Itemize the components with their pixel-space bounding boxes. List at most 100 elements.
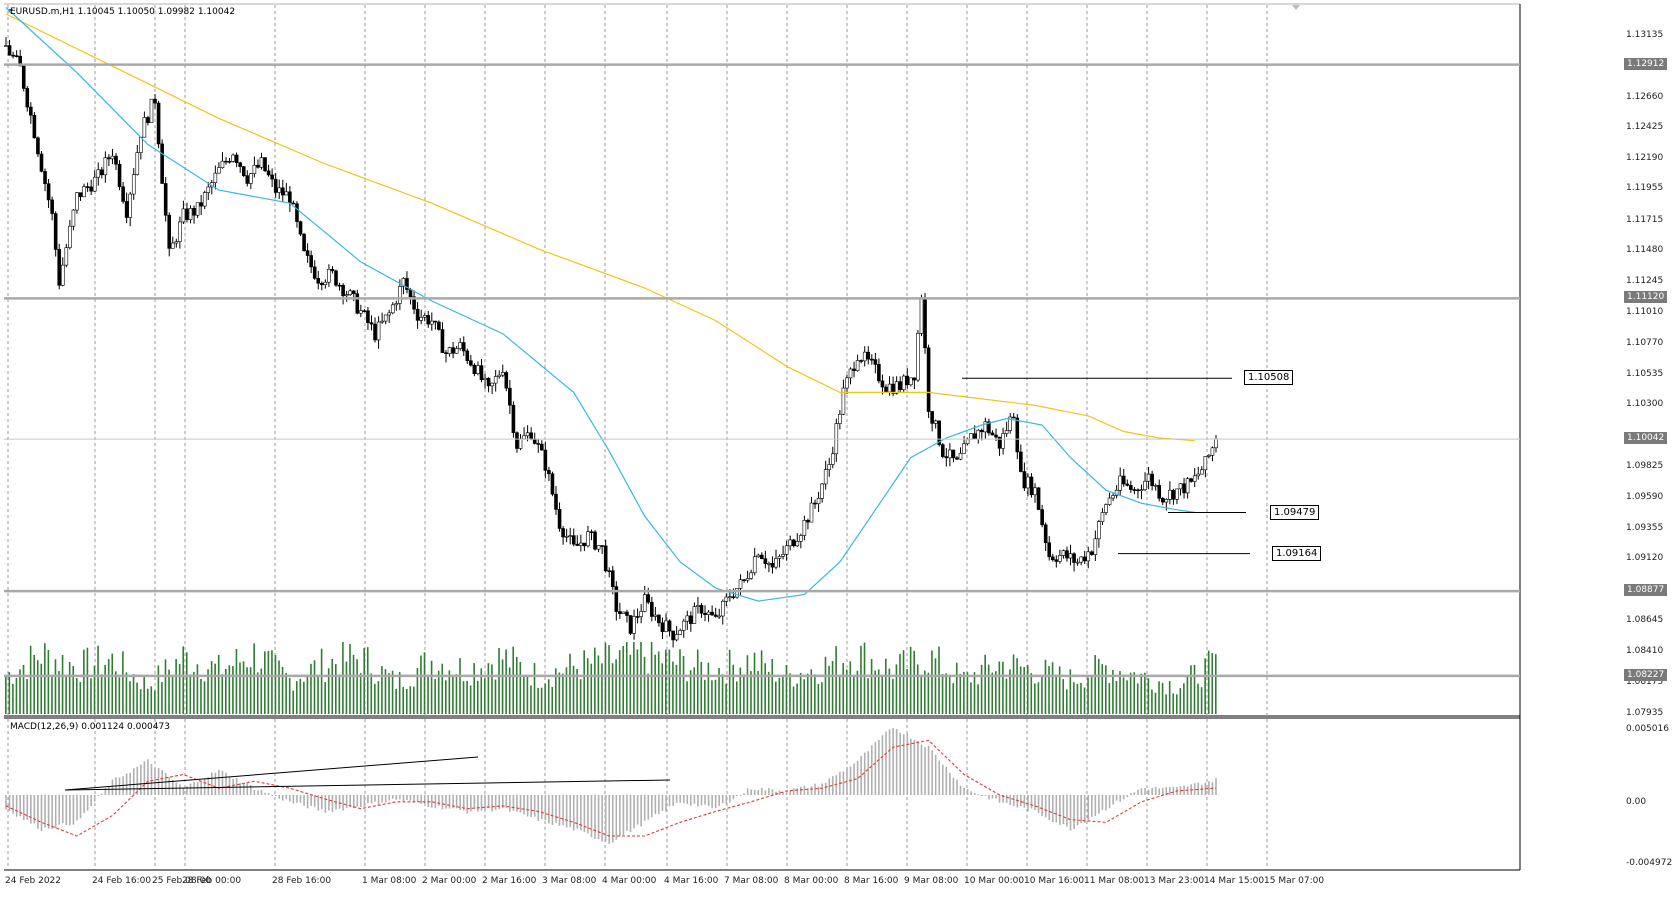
candle-body: [305, 250, 310, 256]
candle-body: [745, 578, 750, 581]
macd-histogram-bar: [1087, 795, 1090, 821]
macd-histogram-bar: [800, 786, 802, 795]
candle-body: [536, 443, 541, 445]
candle-body: [142, 117, 147, 138]
price-tick-label: 1.11245: [1626, 276, 1664, 287]
macd-histogram-bar: [452, 795, 454, 809]
macd-histogram-bar: [193, 781, 195, 795]
candle-body: [1157, 485, 1162, 499]
candle-body: [213, 172, 218, 183]
volume-bar: [611, 663, 614, 714]
macd-histogram-bar: [352, 795, 355, 809]
macd-histogram-bar: [278, 795, 281, 799]
candle-body: [320, 282, 324, 285]
candle-body: [596, 545, 601, 550]
macd-histogram-bar: [533, 795, 536, 817]
macd-histogram-bar: [846, 767, 848, 795]
volume-bar: [232, 665, 234, 714]
candle-body: [994, 434, 998, 438]
volume-bar: [22, 664, 25, 714]
shift-marker-icon[interactable]: [1292, 5, 1300, 10]
candle-body: [1054, 559, 1059, 562]
macd-histogram-bar: [157, 768, 160, 795]
volume-bar: [519, 661, 522, 714]
candle-body: [327, 269, 331, 283]
candlesticks[interactable]: [4, 37, 1218, 648]
macd-histogram-bar: [643, 795, 646, 821]
candle-body: [696, 605, 700, 607]
volume-bar: [175, 659, 177, 714]
candle-body: [245, 175, 250, 184]
macd-histogram-bar: [675, 795, 678, 803]
candle-body: [866, 351, 871, 360]
volume-bar: [806, 673, 809, 714]
candle-body: [813, 502, 817, 505]
time-tick-label: 14 Mar 15:00: [1204, 876, 1265, 886]
macd-histogram-bar: [562, 795, 564, 826]
macd-histogram-bar: [26, 795, 29, 820]
candle-body: [660, 622, 665, 632]
horizontal-levels[interactable]: [4, 63, 1520, 678]
candle-body: [465, 350, 470, 361]
volume-bar: [19, 669, 21, 714]
volume-bar: [764, 663, 766, 714]
candle-body: [870, 358, 874, 361]
candle-body: [231, 154, 235, 162]
candle-body: [337, 284, 342, 287]
volume-bar: [44, 643, 46, 714]
macd-histogram-bar: [33, 795, 36, 824]
candle-body: [458, 342, 462, 349]
candle-body: [82, 186, 86, 198]
volume-bar: [711, 680, 713, 714]
candle-body: [486, 377, 491, 387]
macd-histogram-bar: [65, 795, 68, 826]
candle-body: [490, 382, 494, 387]
volume-bar: [359, 673, 362, 714]
candle-body: [951, 449, 956, 459]
macd-histogram-bar: [150, 763, 153, 795]
volume-bar: [675, 664, 678, 714]
candle-body: [405, 278, 409, 290]
macd-histogram-bar: [867, 751, 870, 795]
volume-bar: [1168, 681, 1171, 714]
macd-histogram-bar: [225, 772, 227, 795]
macd-histogram-bar: [1076, 795, 1079, 826]
candle-body: [1214, 438, 1218, 449]
volume-bar: [618, 650, 621, 714]
macd-histogram-bar: [817, 786, 820, 795]
candle-body: [650, 601, 654, 617]
candle-body: [469, 360, 473, 366]
macd-histogram-bar: [782, 791, 784, 795]
macd-histogram-bar: [179, 784, 181, 795]
volume-bar: [494, 679, 497, 714]
candle-body: [919, 298, 924, 334]
volume-bar: [104, 664, 106, 714]
macd-histogram-bar: [693, 795, 696, 804]
macd-histogram-bar: [377, 795, 380, 805]
volume-bar: [757, 670, 759, 714]
macd-histogram-bar: [1069, 795, 1072, 831]
macd-histogram-bar: [771, 789, 774, 795]
volume-bar: [586, 658, 589, 714]
volume-bar: [704, 679, 706, 714]
candle-body: [923, 298, 927, 349]
candle-body: [806, 519, 810, 523]
volume-bar: [735, 681, 738, 714]
candle-body: [962, 443, 966, 454]
volume-bar: [1069, 669, 1072, 714]
candle-body: [323, 281, 328, 285]
candle-body: [1086, 551, 1091, 562]
macd-histogram-bar: [484, 795, 486, 811]
volume-bar: [1197, 683, 1199, 714]
macd-histogram-bar: [51, 795, 53, 829]
macd-histogram-bar: [977, 794, 980, 796]
macd-histogram-bar: [30, 795, 32, 824]
candle-body: [14, 55, 19, 57]
macd-histogram-bar: [1183, 785, 1185, 795]
macd-histogram-bar: [1215, 778, 1217, 795]
candle-body: [777, 556, 782, 559]
macd-histogram-bar: [54, 795, 57, 829]
candle-body: [859, 360, 863, 362]
